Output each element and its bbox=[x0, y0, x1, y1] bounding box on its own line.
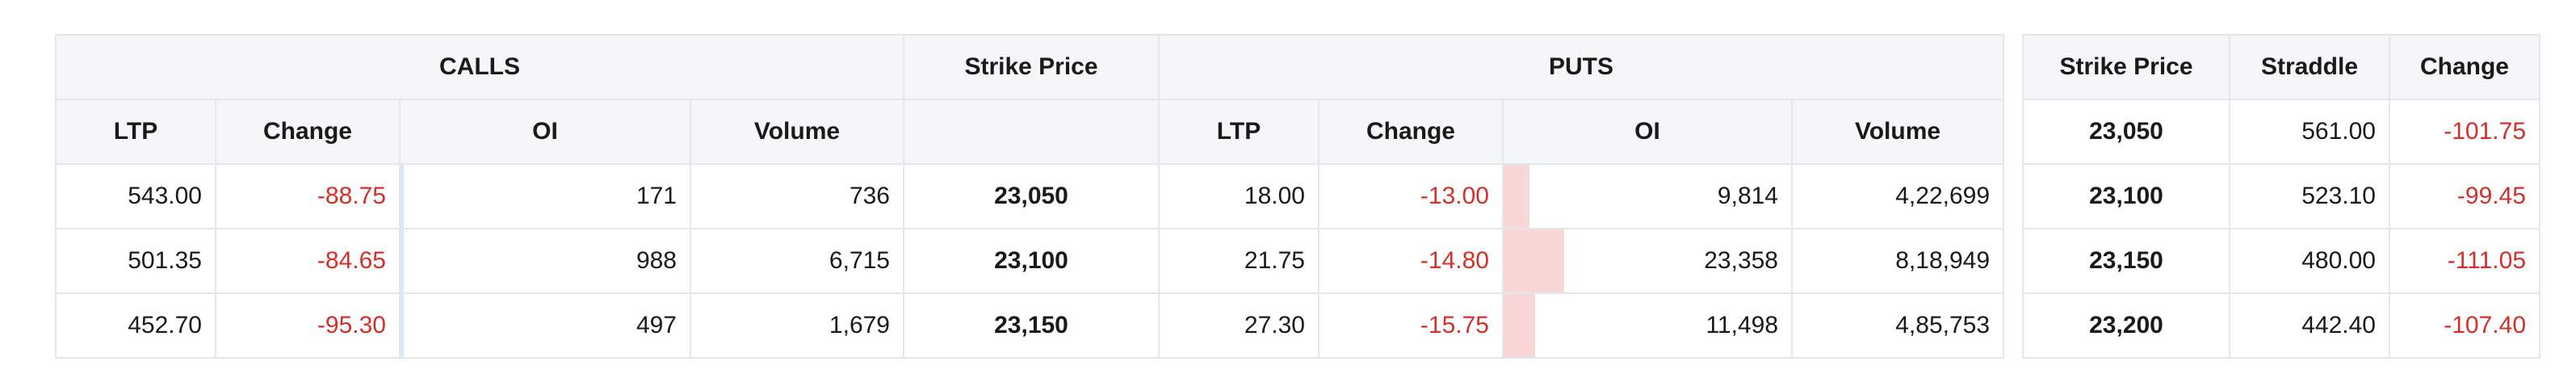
puts-volume-header[interactable]: Volume bbox=[1790, 99, 2005, 165]
call-change-cell: -88.75 bbox=[215, 163, 401, 229]
straddle-strike-cell: 23,150 bbox=[2022, 228, 2230, 294]
strike-cell: 23,100 bbox=[903, 228, 1160, 294]
calls-oi-header[interactable]: OI bbox=[399, 99, 691, 165]
call-oi-bar bbox=[401, 230, 404, 292]
straddle-strike-cell: 23,100 bbox=[2022, 163, 2230, 229]
call-oi-cell-value: 497 bbox=[636, 312, 677, 338]
straddle-value-header[interactable]: Straddle bbox=[2229, 34, 2390, 100]
call-ltp-cell: 543.00 bbox=[55, 163, 216, 229]
straddle-change-header[interactable]: Change bbox=[2389, 34, 2540, 100]
call-oi-cell: 497 bbox=[399, 292, 691, 359]
put-oi-cell: 23,358 bbox=[1502, 228, 1793, 294]
puts-oi-header[interactable]: OI bbox=[1502, 99, 1793, 165]
straddle-change-cell: -111.05 bbox=[2389, 228, 2540, 294]
call-oi-bar bbox=[401, 166, 404, 227]
straddle-strike-cell: 23,200 bbox=[2022, 292, 2230, 359]
strike-cell: 23,150 bbox=[903, 292, 1160, 359]
put-change-cell: -14.80 bbox=[1318, 228, 1504, 294]
straddle-row[interactable]: 23,150 480.00 -111.05 bbox=[2022, 228, 2540, 294]
put-ltp-cell: 27.30 bbox=[1158, 292, 1319, 359]
straddle-change-cell: -99.45 bbox=[2389, 163, 2540, 229]
chain-row[interactable]: 452.70 -95.30 497 1,679 23,150 27.30 -15.75 11,… bbox=[55, 292, 2005, 359]
call-oi-cell: 171 bbox=[399, 163, 691, 229]
sub-header-row: LTP Change OI Volume LTP Change OI Volum… bbox=[55, 99, 2005, 165]
put-oi-bar bbox=[1504, 166, 1530, 227]
straddle-row[interactable]: 23,200 442.40 -107.40 bbox=[2022, 292, 2540, 359]
put-volume-cell: 4,85,753 bbox=[1790, 292, 2005, 359]
calls-volume-header[interactable]: Volume bbox=[690, 99, 904, 165]
put-oi-cell-value: 11,498 bbox=[1705, 312, 1778, 338]
strike-sub-header bbox=[903, 99, 1160, 165]
straddle-table: Strike Price Straddle Change 23,050 561.0… bbox=[2022, 34, 2540, 359]
put-change-cell: -13.00 bbox=[1318, 163, 1504, 229]
put-oi-cell: 11,498 bbox=[1502, 292, 1793, 359]
put-oi-bar bbox=[1504, 295, 1536, 356]
call-volume-cell: 6,715 bbox=[690, 228, 904, 294]
call-oi-cell-value: 988 bbox=[636, 247, 677, 274]
calls-group-header: CALLS bbox=[55, 34, 904, 100]
puts-ltp-header[interactable]: LTP bbox=[1158, 99, 1319, 165]
call-oi-bar bbox=[401, 295, 404, 356]
call-change-cell: -95.30 bbox=[215, 292, 401, 359]
put-ltp-cell: 21.75 bbox=[1158, 228, 1319, 294]
put-oi-bar bbox=[1504, 230, 1564, 292]
put-volume-cell: 4,22,699 bbox=[1790, 163, 2005, 229]
put-oi-cell: 9,814 bbox=[1502, 163, 1793, 229]
put-oi-cell-value: 23,358 bbox=[1704, 247, 1778, 274]
straddle-value-cell: 561.00 bbox=[2229, 99, 2390, 165]
straddle-strike-header[interactable]: Strike Price bbox=[2022, 34, 2230, 100]
calls-ltp-header[interactable]: LTP bbox=[55, 99, 216, 165]
put-oi-cell-value: 9,814 bbox=[1717, 183, 1778, 209]
put-ltp-cell: 18.00 bbox=[1158, 163, 1319, 229]
straddle-row[interactable]: 23,100 523.10 -99.45 bbox=[2022, 163, 2540, 229]
strike-cell: 23,050 bbox=[903, 163, 1160, 229]
group-header-row: CALLS Strike Price PUTS bbox=[55, 34, 2005, 100]
call-change-cell: -84.65 bbox=[215, 228, 401, 294]
straddle-value-cell: 523.10 bbox=[2229, 163, 2390, 229]
strike-price-header[interactable]: Strike Price bbox=[903, 34, 1160, 100]
straddle-strike-cell: 23,050 bbox=[2022, 99, 2230, 165]
call-oi-cell-value: 171 bbox=[636, 183, 677, 209]
call-ltp-cell: 452.70 bbox=[55, 292, 216, 359]
put-change-cell: -15.75 bbox=[1318, 292, 1504, 359]
puts-change-header[interactable]: Change bbox=[1318, 99, 1504, 165]
straddle-change-cell: -107.40 bbox=[2389, 292, 2540, 359]
call-oi-cell: 988 bbox=[399, 228, 691, 294]
chain-row[interactable]: 543.00 -88.75 171 736 23,050 18.00 -13.00 9,814… bbox=[55, 163, 2005, 229]
straddle-value-cell: 480.00 bbox=[2229, 228, 2390, 294]
straddle-change-cell: -101.75 bbox=[2389, 99, 2540, 165]
call-volume-cell: 1,679 bbox=[690, 292, 904, 359]
straddle-value-cell: 442.40 bbox=[2229, 292, 2390, 359]
puts-group-header: PUTS bbox=[1157, 34, 2005, 100]
option-chain-table: CALLS Strike Price PUTS LTP Change OI Vo… bbox=[55, 34, 2005, 359]
chain-row[interactable]: 501.35 -84.65 988 6,715 23,100 21.75 -14.80 23,… bbox=[55, 228, 2005, 294]
put-volume-cell: 8,18,949 bbox=[1790, 228, 2005, 294]
call-volume-cell: 736 bbox=[690, 163, 904, 229]
call-ltp-cell: 501.35 bbox=[55, 228, 216, 294]
calls-change-header[interactable]: Change bbox=[215, 99, 401, 165]
straddle-row[interactable]: 23,050 561.00 -101.75 bbox=[2022, 99, 2540, 165]
straddle-header-row: Strike Price Straddle Change bbox=[2022, 34, 2540, 100]
